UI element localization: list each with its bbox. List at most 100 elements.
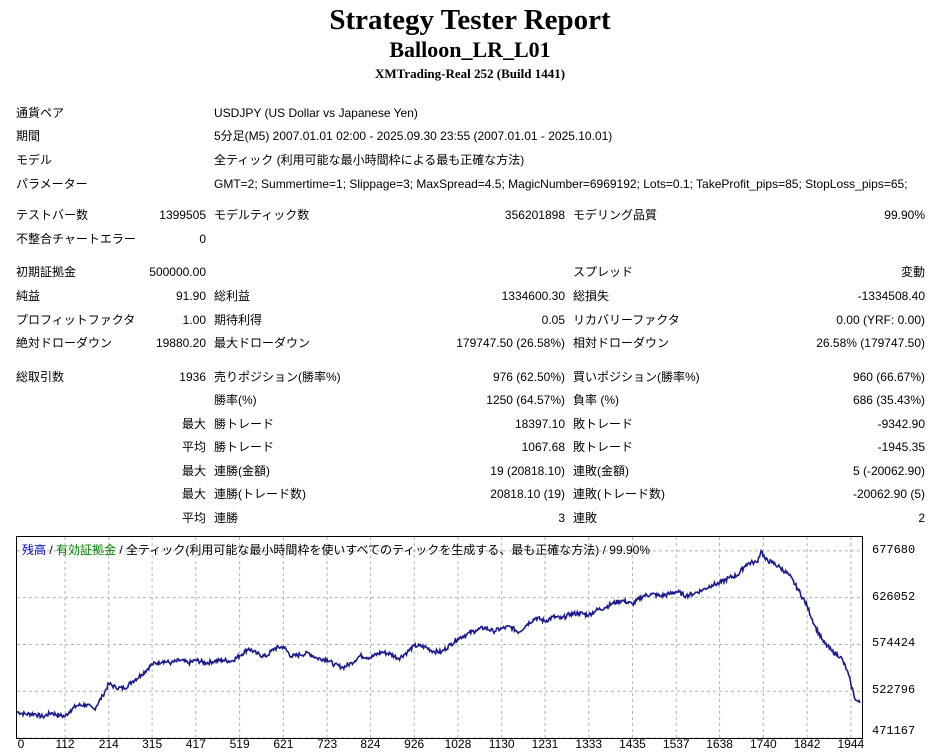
mismatch-label: 不整合チャートエラー	[16, 232, 136, 246]
avg-win-label: 勝トレード	[214, 440, 275, 454]
max-loss-label: 敗トレード	[573, 417, 634, 431]
x-tick-label: 926	[404, 737, 425, 751]
win-pct-value: 1250 (64.57%)	[486, 393, 565, 407]
chart-legend: 残高 / 有効証拠金 / 全ティック(利用可能な最小時間枠を使いすべてのティック…	[22, 541, 650, 558]
recovery-factor-value: 0.00 (YRF: 0.00)	[836, 313, 925, 327]
ticks-value: 356201898	[504, 208, 565, 222]
pair-value: USDJPY (US Dollar vs Japanese Yen)	[214, 106, 418, 120]
total-trades-label: 総取引数	[16, 370, 65, 384]
consec-win-cnt-label: 連勝(トレード数)	[214, 487, 306, 501]
deposit-value: 500000.00	[149, 265, 206, 279]
rel-drawdown-label: 相対ドローダウン	[573, 336, 670, 350]
y-tick-label: 522796	[872, 683, 916, 698]
legend-description: / 全ティック(利用可能な最小時間枠を使いすべてのティックを生成する、最も正確な…	[116, 543, 650, 557]
consec-loss-cnt-label: 連敗(トレード数)	[573, 487, 665, 501]
quality-value: 99.90%	[884, 208, 925, 222]
max-win-label: 勝トレード	[214, 417, 275, 431]
gross-loss-label: 総損失	[573, 289, 610, 303]
mismatch-value: 0	[199, 232, 206, 246]
profit-factor-value: 1.00	[182, 313, 206, 327]
consec-loss-amt-value: 5 (-20062.90)	[852, 464, 925, 478]
gross-profit-label: 総利益	[214, 289, 251, 303]
max-drawdown-label: 最大ドローダウン	[214, 336, 311, 350]
avg-consec-win-value: 3	[558, 511, 565, 525]
x-tick-label: 519	[229, 737, 250, 751]
period-value: 5分足(M5) 2007.01.01 02:00 - 2025.09.30 23…	[214, 129, 613, 143]
short-positions-label: 売りポジション(勝率%)	[214, 370, 341, 384]
consec-win-cnt-value: 20818.10 (19)	[490, 487, 565, 501]
loss-pct-label: 負率 (%)	[573, 393, 619, 407]
x-tick-label: 723	[317, 737, 338, 751]
bars-value: 1399505	[159, 208, 206, 222]
legend-equity: 有効証拠金	[56, 543, 117, 557]
x-tick-label: 1740	[749, 737, 777, 751]
rel-drawdown-value: 26.58% (179747.50)	[816, 336, 925, 350]
spread-label: スプレッド	[573, 265, 634, 279]
gross-profit-value: 1334600.30	[501, 289, 565, 303]
legend-balance: 残高	[22, 543, 47, 557]
avg-label: 平均	[181, 440, 206, 454]
x-tick-label: 0	[17, 737, 25, 751]
x-tick-label: 1842	[793, 737, 821, 751]
params-label: パラメーター	[16, 177, 88, 191]
avg-loss-value: -1945.35	[877, 440, 925, 454]
x-tick-label: 315	[142, 737, 163, 751]
avg-consec-win-label: 連勝	[214, 511, 239, 525]
x-tick-label: 214	[98, 737, 119, 751]
x-tick-label: 417	[185, 737, 206, 751]
equity-chart-svg	[17, 537, 862, 738]
bars-label: テストバー数	[16, 208, 89, 222]
x-tick-label: 1028	[444, 737, 472, 751]
expected-payoff-value: 0.05	[541, 313, 565, 327]
x-tick-label: 1435	[619, 737, 646, 751]
gross-loss-value: -1334508.40	[857, 289, 925, 303]
profit-factor-label: プロフィットファクタ	[16, 313, 136, 327]
spread-value: 変動	[900, 265, 925, 279]
consec-loss-cnt-value: -20062.90 (5)	[852, 487, 925, 501]
ticks-label: モデルティック数	[214, 208, 310, 222]
y-tick-label: 574424	[872, 636, 916, 651]
short-positions-value: 976 (62.50%)	[492, 370, 565, 384]
params-value: GMT=2; Summertime=1; Slippage=3; MaxSpre…	[214, 177, 908, 191]
abs-drawdown-value: 19880.20	[155, 336, 206, 350]
y-tick-label: 626052	[872, 589, 916, 604]
model-label: モデル	[16, 153, 53, 167]
x-tick-label: 112	[55, 737, 75, 751]
max-win-value: 18397.10	[514, 417, 565, 431]
x-tick-label: 621	[273, 737, 294, 751]
max-label-2: 最大	[181, 464, 206, 478]
long-positions-value: 960 (66.67%)	[852, 370, 925, 384]
x-tick-label: 824	[360, 737, 381, 751]
max-loss-value: -9342.90	[877, 417, 925, 431]
pair-label: 通貨ペア	[16, 106, 65, 120]
avg-win-value: 1067.68	[521, 440, 565, 454]
expert-name: Balloon_LR_L01	[389, 37, 551, 62]
legend-sep: /	[46, 543, 57, 557]
avg-consec-loss-label: 連敗	[573, 511, 598, 525]
avg-label-2: 平均	[181, 511, 206, 525]
max-drawdown-value: 179747.50 (26.58%)	[456, 336, 565, 350]
consec-win-amt-value: 19 (20818.10)	[490, 464, 565, 478]
x-tick-label: 1537	[662, 737, 690, 751]
max-label-3: 最大	[181, 487, 206, 501]
balance-line	[17, 549, 861, 720]
max-label: 最大	[181, 417, 206, 431]
long-positions-label: 買いポジション(勝率%)	[573, 370, 700, 384]
consec-loss-amt-label: 連敗(金額)	[573, 464, 629, 478]
total-trades-value: 1936	[179, 370, 206, 384]
abs-drawdown-label: 絶対ドローダウン	[16, 336, 113, 350]
x-tick-label: 1231	[531, 737, 559, 751]
model-value: 全ティック (利用可能な最小時間枠による最も正確な方法)	[214, 153, 525, 167]
deposit-label: 初期証拠金	[16, 265, 77, 279]
server-info: XMTrading-Real 252 (Build 1441)	[374, 66, 566, 81]
period-label: 期間	[16, 129, 41, 143]
avg-loss-label: 敗トレード	[573, 440, 634, 454]
avg-consec-loss-value: 2	[918, 511, 925, 525]
win-pct-label: 勝率(%)	[214, 393, 257, 407]
report-title: Strategy Tester Report	[329, 4, 611, 36]
x-tick-label: 1130	[488, 737, 515, 751]
equity-chart	[16, 536, 863, 739]
y-tick-label: 677680	[872, 542, 916, 557]
net-profit-value: 91.90	[175, 289, 206, 303]
x-tick-label: 1944	[837, 737, 865, 751]
